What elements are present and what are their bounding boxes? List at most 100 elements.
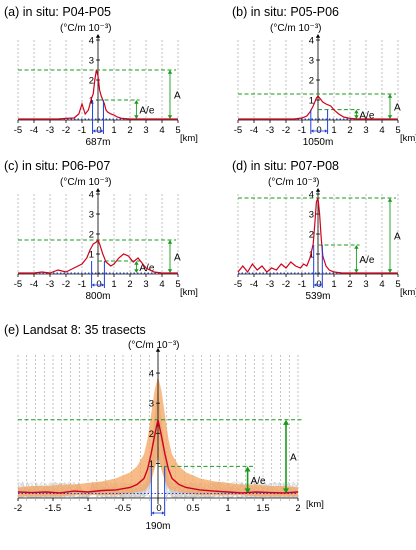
panel-d-ae-label: A/e [359, 255, 374, 266]
panel-c-title: (c) in situ: P06-P07 [4, 159, 110, 173]
panel-c-x-tick-label: 3 [143, 279, 148, 290]
panel-a-y-tick-label: 4 [89, 36, 94, 47]
panel-a-amplitude-arrow-head [167, 115, 173, 119]
panel-b-x-tick-label: 1 [331, 125, 336, 136]
panel-b-title: (b) in situ: P05-P06 [232, 5, 339, 19]
panel-c-ae-arrow-head [134, 269, 139, 273]
panel-d: (d) in situ: P07-P08 (°C/m 10⁻³) -5 -4 -3-… [232, 159, 416, 302]
panel-b-x-tick-label: -3 [266, 125, 274, 136]
panel-c-x-tick-label: 0 [96, 279, 101, 290]
panel-e-x-tick-label: -0.5 [115, 503, 131, 514]
panel-d-x-tick-label: -4 [250, 279, 258, 290]
panel-e-ae-arrow-head [244, 466, 251, 472]
panel-c-x-tick-label: -5 [14, 279, 22, 290]
panel-a-x-tick-label: 3 [143, 125, 148, 136]
panel-d-x-tick-label: 1 [331, 279, 336, 290]
panel-e-y-axis-arrow [155, 348, 161, 352]
panel-c-x-tick-label: 2 [127, 279, 132, 290]
panel-c-width-label: 800m [85, 291, 110, 302]
panel-a-ae-arrow-head [134, 100, 139, 104]
panel-a-title: (a) in situ: P04-P05 [4, 5, 111, 19]
panel-d-amplitude-arrow-head [387, 269, 393, 273]
panel-e-width-label: 190m [145, 521, 170, 532]
panel-d-x-tick-label: 2 [347, 279, 352, 290]
panel-b-unit-label: (°C/m 10⁻³) [270, 23, 322, 34]
panel-c-y-tick-label: 3 [89, 210, 94, 221]
panel-b-x-tick-label: 0 [316, 125, 321, 136]
panel-c-ae-arrow-head [134, 261, 139, 265]
panel-a-x-tick-label: -5 [14, 125, 22, 136]
panel-a: (a) in situ: P04-P05 (°C/m 10⁻³) -5 -4 -3-… [4, 5, 198, 148]
panel-e-width-arrow-head [161, 511, 165, 515]
panel-a-y-axis-arrow [95, 34, 101, 38]
panel-a-amplitude-label: A [174, 91, 181, 102]
panel-e-amplitude-label: A [290, 453, 297, 464]
panel-e-amplitude-arrow-head [283, 419, 289, 425]
panel-d-x-tick-label: -2 [282, 279, 290, 290]
panel-c-y-tick-label: 2 [89, 230, 94, 241]
panel-e-y-tick-label: 3 [149, 399, 154, 410]
panel-d-width-arrow-head [319, 283, 323, 287]
panel-e: (e) Landsat 8: 35 trasects (°C/m 10⁻³) -… [4, 323, 324, 532]
panel-b-y-tick-label: 3 [309, 56, 314, 67]
panel-c-y-axis-arrow [95, 188, 101, 192]
panel-c-x-tick-label: 1 [111, 279, 116, 290]
panel-c-x-tick-label: 5 [175, 279, 180, 290]
panel-c: (c) in situ: P06-P07 (°C/m 10⁻³) -5 -4 -3-… [4, 159, 198, 302]
panel-e-x-tick-label: 2 [295, 503, 300, 514]
panel-d-amplitude-arrow-head [387, 198, 393, 202]
panel-d-x-tick-label: -5 [234, 279, 242, 290]
panel-a-x-tick-label: 2 [127, 125, 132, 136]
panel-b-ae-arrow-head [354, 115, 359, 119]
panel-b-amplitude-label: A [394, 103, 401, 114]
panel-d-y-tick-label: 2 [309, 230, 314, 241]
panel-d-ae-arrow-head [354, 245, 359, 249]
panel-a-x-tick-label: -4 [30, 125, 38, 136]
panel-a-x-tick-label: 4 [159, 125, 164, 136]
panel-d-x-tick-label: 5 [395, 279, 400, 290]
panel-a-x-tick-label: -1 [78, 125, 86, 136]
panel-c-width-arrow-head [91, 283, 95, 287]
panel-c-mean-profile [18, 238, 178, 274]
panel-d-width-label: 539m [305, 291, 330, 302]
panel-a-mean-profile [18, 69, 178, 120]
panel-b-y-axis-arrow [315, 34, 321, 38]
panel-c-x-tick-label: -3 [46, 279, 54, 290]
panel-b-x-tick-label: -1 [298, 125, 306, 136]
panel-e-ae-label: A/e [251, 476, 266, 487]
panel-d-unit-label: (°C/m 10⁻³) [268, 177, 320, 188]
panel-a-ae-arrow-head [134, 115, 139, 119]
panel-c-amplitude-label: A [174, 253, 181, 264]
panel-d-width-arrow-head [313, 283, 317, 287]
panel-b-amplitude-arrow-head [387, 94, 393, 98]
panel-b-y-tick-label: 2 [309, 76, 314, 87]
panel-b-x-tick-label: -5 [234, 125, 242, 136]
panel-a-unit-label: (°C/m 10⁻³) [60, 23, 112, 34]
panel-d-mean-profile [237, 197, 398, 274]
panel-b-x-unit: [km] [400, 133, 416, 144]
panel-c-x-tick-label: -2 [62, 279, 70, 290]
panel-d-ae-arrow-head [354, 269, 359, 273]
panel-c-x-tick-label: -1 [78, 279, 86, 290]
panel-e-y-tick-label: 4 [149, 369, 154, 380]
panel-b-y-tick-label: 4 [309, 36, 314, 47]
panel-e-x-tick-label: 1.5 [256, 503, 269, 514]
panel-a-x-tick-label: 0 [96, 125, 101, 136]
panel-d-x-unit: [km] [400, 287, 416, 298]
panel-c-width-arrow-head [101, 283, 105, 287]
panel-b-x-tick-label: 3 [363, 125, 368, 136]
panel-e-unit-label: (°C/m 10⁻³) [128, 340, 180, 351]
panel-a-ae-label: A/e [139, 106, 154, 117]
panel-b-ae-label: A/e [359, 110, 374, 121]
panel-b-x-tick-label: 5 [395, 125, 400, 136]
panel-c-x-tick-label: -4 [30, 279, 38, 290]
panel-d-x-tick-label: -1 [298, 279, 306, 290]
panel-b-width-arrow-head [324, 129, 328, 133]
panel-e-width-arrow-head [151, 511, 155, 515]
panel-c-x-unit: [km] [180, 287, 198, 298]
panel-b-width-arrow-head [310, 129, 314, 133]
